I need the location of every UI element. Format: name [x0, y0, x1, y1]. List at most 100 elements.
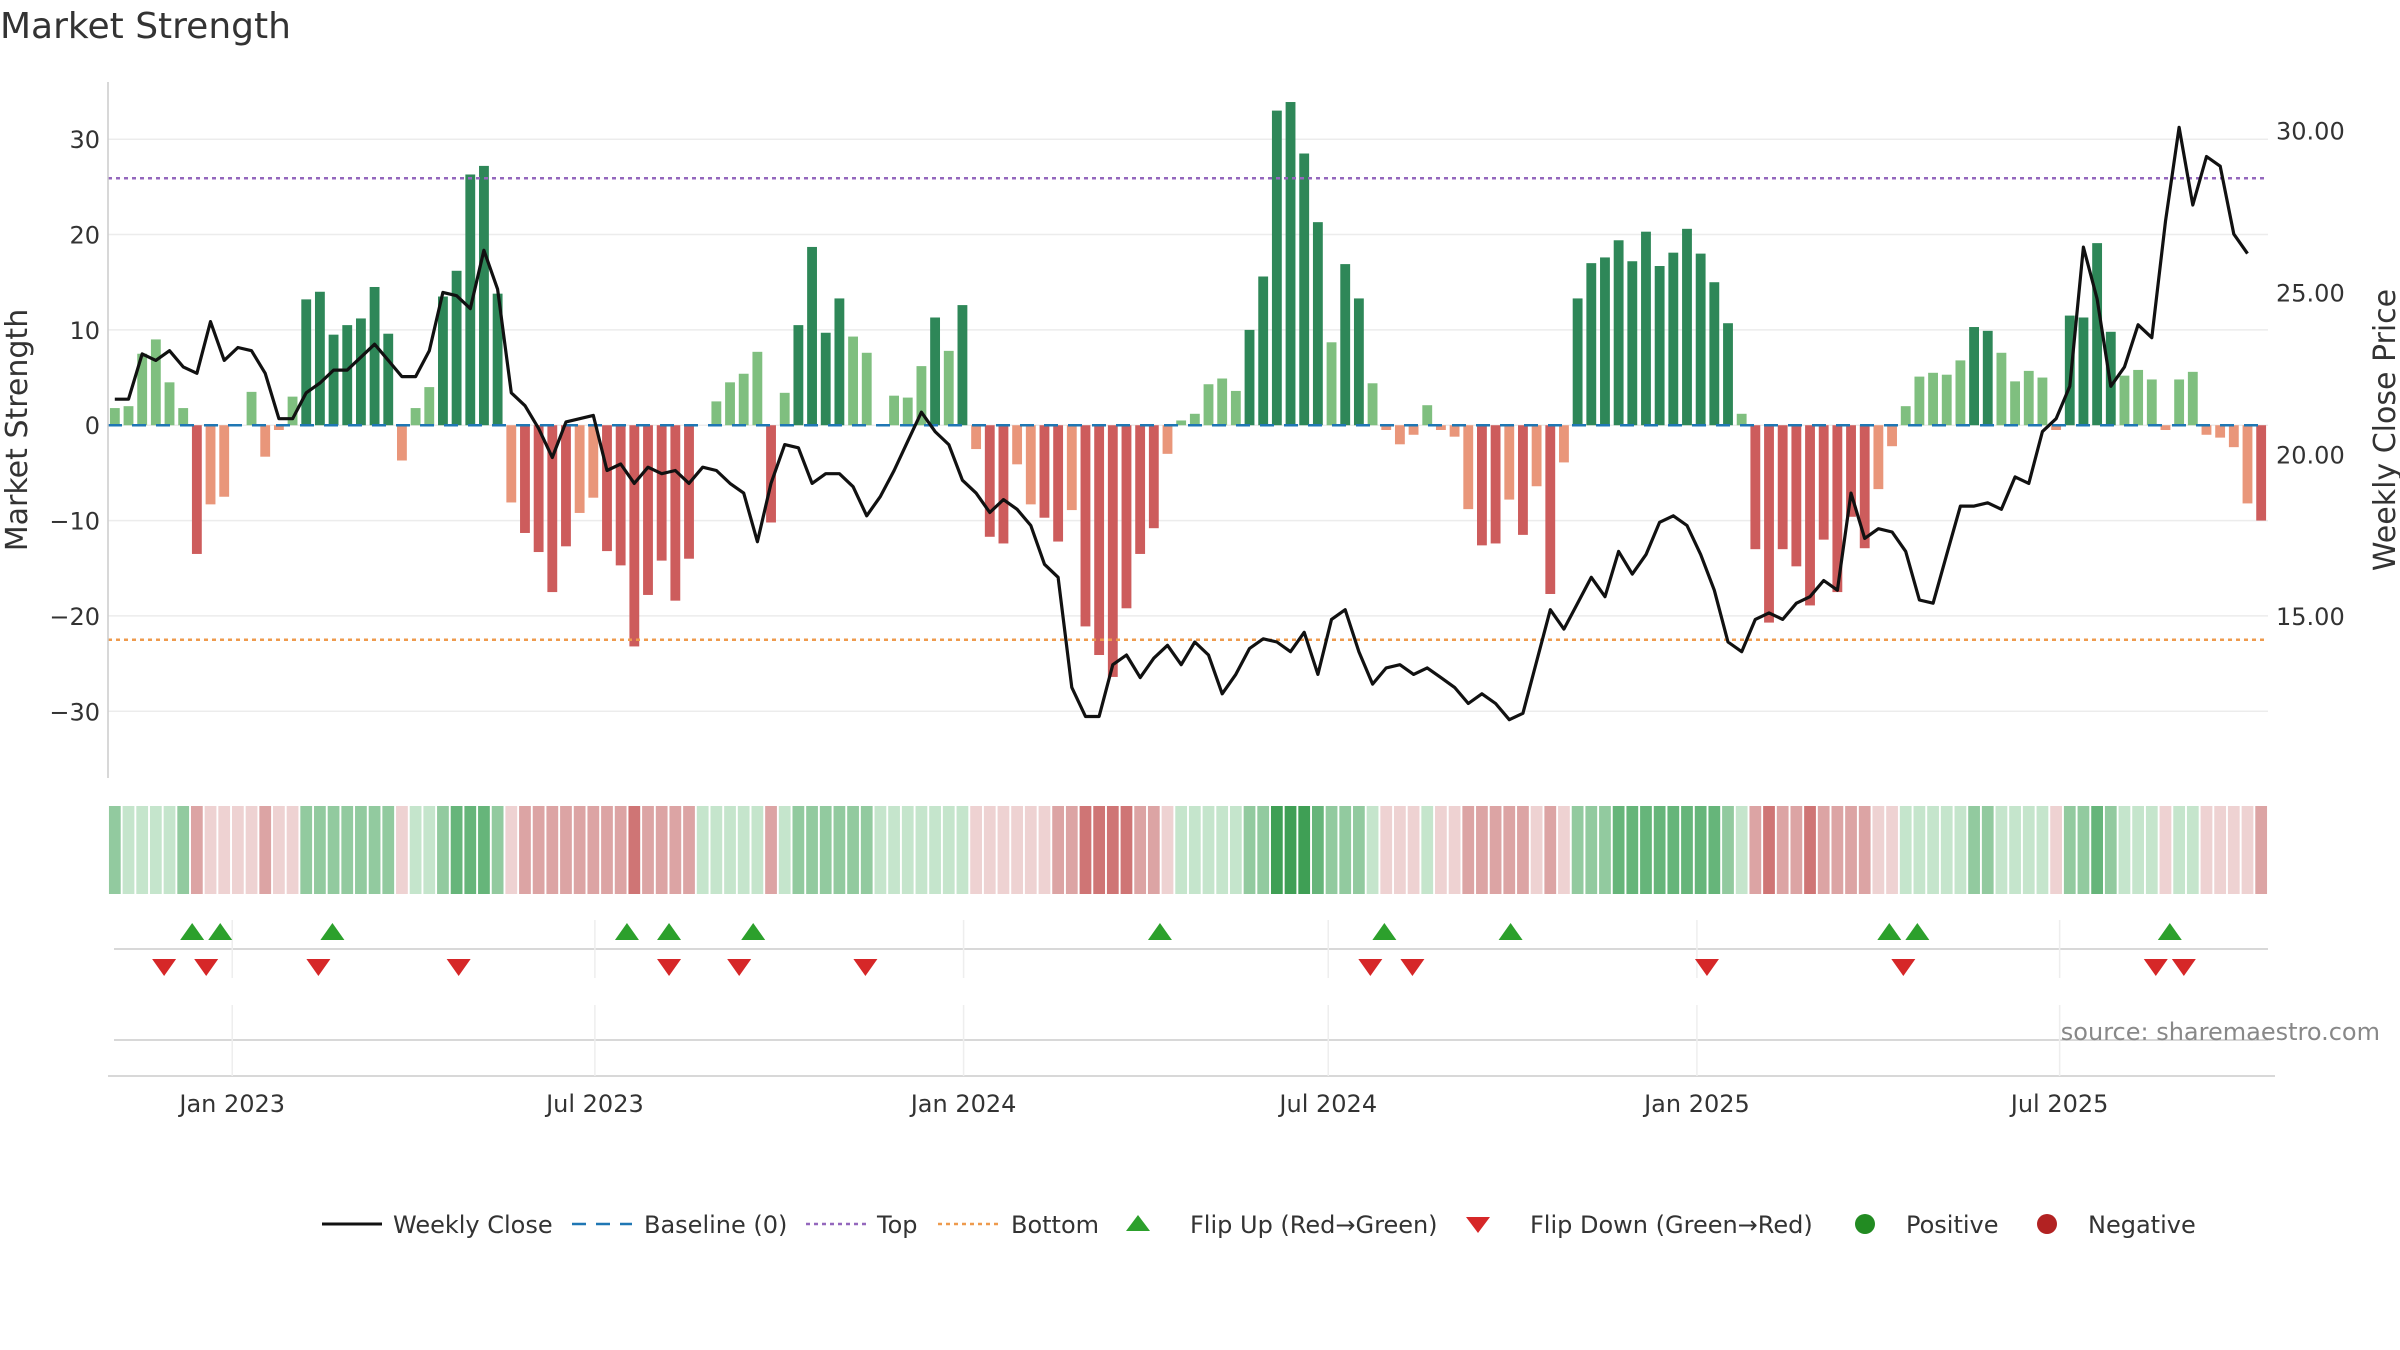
heat-band-cell — [437, 806, 449, 894]
heat-band-cell — [942, 806, 955, 894]
flip-down-marker — [657, 959, 682, 976]
heat-band-cell — [1243, 806, 1256, 894]
heat-band-cell — [2091, 806, 2103, 894]
heat-band-cell — [655, 806, 668, 894]
heat-band-cell — [1927, 806, 1939, 894]
heat-band-cell — [1626, 806, 1639, 894]
heat-band-cell — [2145, 806, 2158, 894]
heat-band-cell — [628, 806, 641, 894]
heat-band-cell — [1954, 806, 1967, 894]
strength-bar — [629, 425, 640, 647]
strength-bar — [1627, 261, 1638, 426]
legend-top: Top — [876, 1211, 918, 1239]
strength-bar — [547, 425, 558, 593]
strength-bar — [1832, 425, 1843, 593]
heat-band-cell — [1462, 806, 1475, 894]
heat-band-cell — [1667, 806, 1680, 894]
strength-bar — [1586, 263, 1597, 426]
strength-bar — [397, 425, 407, 461]
flip-up-marker — [614, 923, 639, 940]
heat-band-cell — [1394, 806, 1406, 894]
strength-bar — [793, 325, 804, 426]
strength-bar — [971, 425, 982, 450]
strength-bar — [1066, 425, 1077, 511]
heat-band-cell — [1995, 806, 2008, 894]
heat-band-cell — [259, 806, 272, 894]
strength-bar — [656, 425, 667, 561]
heat-band-cell — [1585, 806, 1598, 894]
strength-bar — [1654, 266, 1665, 426]
heat-band-cell — [163, 806, 176, 894]
legend-flip-up-icon — [1126, 1215, 1150, 1231]
strength-bar — [1271, 110, 1282, 426]
strength-bar — [1873, 425, 1884, 490]
strength-bar — [137, 353, 148, 426]
heat-band-cell — [2022, 806, 2035, 894]
strength-bar — [1025, 425, 1036, 505]
heat-band-cell — [1571, 806, 1584, 894]
heat-band-cell — [983, 806, 996, 894]
heat-band-cell — [669, 806, 682, 894]
strength-bar — [2092, 243, 2103, 426]
heat-band-cell — [327, 806, 340, 894]
strength-bar — [1203, 384, 1214, 426]
heat-band-cell — [1257, 806, 1270, 894]
strength-bar — [1135, 425, 1146, 554]
x-tick-label: Jan 2025 — [1642, 1090, 1750, 1118]
strength-bar — [902, 397, 913, 426]
strength-bar — [1039, 425, 1050, 518]
strength-bar — [219, 425, 230, 497]
heat-band-cell — [2077, 806, 2090, 894]
heat-band-cell — [1093, 806, 1106, 894]
y-tick-label: −10 — [49, 508, 100, 536]
strength-bar — [1887, 425, 1897, 447]
heat-band-cell — [1353, 806, 1365, 894]
strength-bar — [2215, 425, 2226, 438]
heat-band-cell — [1599, 806, 1611, 894]
strength-bar — [2174, 379, 2185, 426]
strength-bar — [1818, 425, 1829, 540]
strength-bar — [2228, 425, 2239, 448]
heat-band-cell — [2036, 806, 2049, 894]
heat-band-cell — [1968, 806, 1980, 894]
heat-band-cell — [2214, 806, 2227, 894]
heat-band-cell — [1052, 806, 1065, 894]
flip-up-marker — [208, 923, 233, 940]
strength-bar — [1859, 425, 1870, 549]
heat-band-cell — [2063, 806, 2076, 894]
flip-down-marker — [1891, 959, 1916, 976]
legend-negative-icon — [2037, 1214, 2057, 1234]
strength-bar — [1928, 372, 1938, 426]
strength-bar — [164, 382, 175, 426]
x-tick-label: Jul 2023 — [544, 1090, 644, 1118]
heat-band-cell — [245, 806, 258, 894]
strength-bar — [328, 334, 339, 426]
heat-band-cell — [1298, 806, 1311, 894]
heat-band-cell — [108, 806, 121, 894]
strength-bar — [1353, 298, 1364, 426]
strength-bar — [369, 286, 380, 426]
strength-bar — [178, 408, 189, 426]
heat-band-cell — [915, 806, 928, 894]
heat-band-cell — [1886, 806, 1898, 894]
strength-bar — [1053, 425, 1064, 542]
strength-bar — [588, 425, 599, 498]
y-axis-title: Market Strength — [0, 309, 35, 551]
flip-markers — [114, 920, 2268, 978]
heat-band-cell — [601, 806, 613, 894]
heat-band-cell — [2132, 806, 2145, 894]
heat-band-cell — [1407, 806, 1420, 894]
strength-bar — [602, 425, 612, 552]
strength-bar — [1394, 425, 1405, 445]
y2-tick-label: 25.00 — [2276, 279, 2345, 307]
y-tick-label: −20 — [49, 603, 100, 631]
heat-band-cell — [2186, 806, 2199, 894]
heat-band-cell — [1011, 806, 1023, 894]
strength-bar — [1791, 425, 1802, 567]
weekly-close-line — [114, 125, 2249, 722]
strength-bar — [1736, 413, 1747, 426]
heat-band-cell — [1612, 806, 1625, 894]
heat-band-cell — [792, 806, 805, 894]
heat-band-cell — [1558, 806, 1570, 894]
strength-bar — [930, 317, 941, 426]
